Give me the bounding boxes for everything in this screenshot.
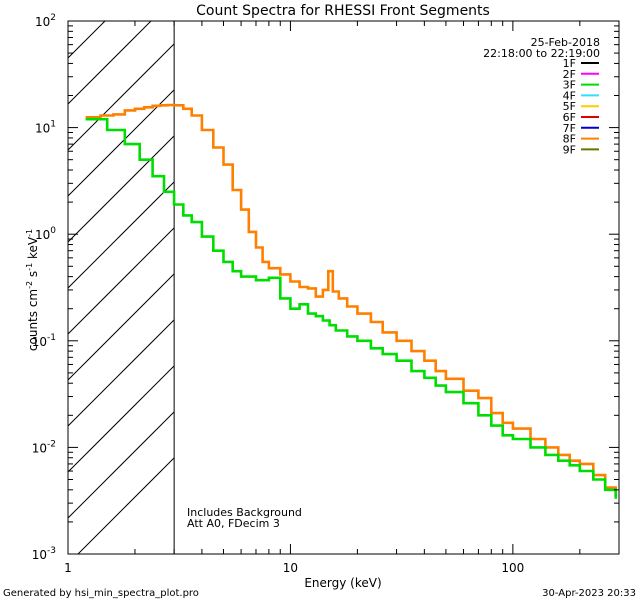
- y-tick-label: 10-1: [32, 333, 56, 349]
- x-tick-label: 10: [283, 561, 298, 575]
- chart-title: Count Spectra for RHESSI Front Segments: [196, 3, 490, 19]
- y-tick-label: 100: [35, 226, 56, 242]
- legend-label: 4F: [563, 89, 576, 102]
- hatch-line: [68, 365, 175, 473]
- time-range-text: 22:18:00 to 22:19:00: [483, 47, 600, 60]
- y-axis-label-end: keV: [26, 236, 40, 263]
- hatch-line: [68, 135, 175, 243]
- legend-label: 6F: [563, 111, 576, 124]
- hatch-line: [68, 273, 175, 381]
- legend-label: 1F: [563, 57, 576, 70]
- legend-label: 9F: [563, 143, 576, 156]
- legend-label: 5F: [563, 100, 576, 113]
- y-tick-label-base: 10: [32, 441, 47, 455]
- y-tick-label: 102: [35, 13, 56, 29]
- hatch-line: [68, 89, 175, 197]
- x-tick-label: 100: [501, 561, 524, 575]
- y-tick-label-exp: -3: [47, 546, 56, 556]
- plot-frame: [67, 20, 620, 555]
- x-axis-label: Energy (keV): [304, 576, 381, 590]
- y-tick-label: 10-2: [32, 439, 56, 455]
- annotation-background: Includes Background: [187, 506, 302, 519]
- y-tick-label-exp: 0: [50, 226, 56, 236]
- hatch-line: [68, 21, 106, 59]
- y-tick-label-base: 10: [35, 228, 50, 242]
- y-axis-label: counts cm-2 s-1 keV-1: [25, 229, 40, 351]
- series-line-8f: [85, 103, 617, 496]
- y-tick-label-base: 10: [32, 548, 47, 562]
- y-tick-label-base: 10: [35, 122, 50, 136]
- y-axis-label-exp-1: -2: [25, 281, 34, 289]
- hatch-line: [68, 227, 175, 335]
- y-axis-label-exp-2: -1: [25, 263, 34, 271]
- x-tick-label: 1: [64, 561, 72, 575]
- hatch-line: [68, 411, 175, 519]
- y-tick-label: 10-3: [32, 546, 56, 562]
- excluded-region-hatch: [68, 0, 175, 554]
- timestamp-text: 30-Apr-2023 20:33: [542, 588, 636, 599]
- y-tick-label-exp: 2: [50, 13, 56, 23]
- y-tick-label-exp: -2: [47, 439, 56, 449]
- legend-label: 2F: [563, 68, 576, 81]
- hatch-line: [68, 181, 175, 289]
- y-axis-label-base: counts cm: [26, 289, 40, 351]
- y-tick-label-base: 10: [32, 335, 47, 349]
- legend-label: 7F: [563, 122, 576, 135]
- legend-label: 8F: [563, 133, 576, 146]
- series-line-3f: [85, 117, 617, 499]
- legend-label: 3F: [563, 79, 576, 92]
- y-tick-label-exp: 1: [50, 120, 56, 130]
- annotation-attenuator: Att A0, FDecim 3: [187, 517, 280, 530]
- hatch-line: [68, 43, 175, 151]
- y-axis-label-mid: s: [26, 271, 40, 281]
- hatch-line: [68, 21, 152, 105]
- y-tick-label: 101: [35, 120, 56, 136]
- y-tick-label-exp: -1: [47, 333, 56, 343]
- hatch-line: [77, 457, 175, 554]
- hatch-line: [68, 319, 175, 427]
- generated-by-text: Generated by hsi_min_spectra_plot.pro: [3, 588, 199, 599]
- hatch-line: [68, 0, 174, 12]
- y-axis-label-exp-3: -1: [25, 229, 34, 237]
- date-text: 25-Feb-2018: [531, 36, 600, 49]
- y-tick-label-base: 10: [35, 15, 50, 29]
